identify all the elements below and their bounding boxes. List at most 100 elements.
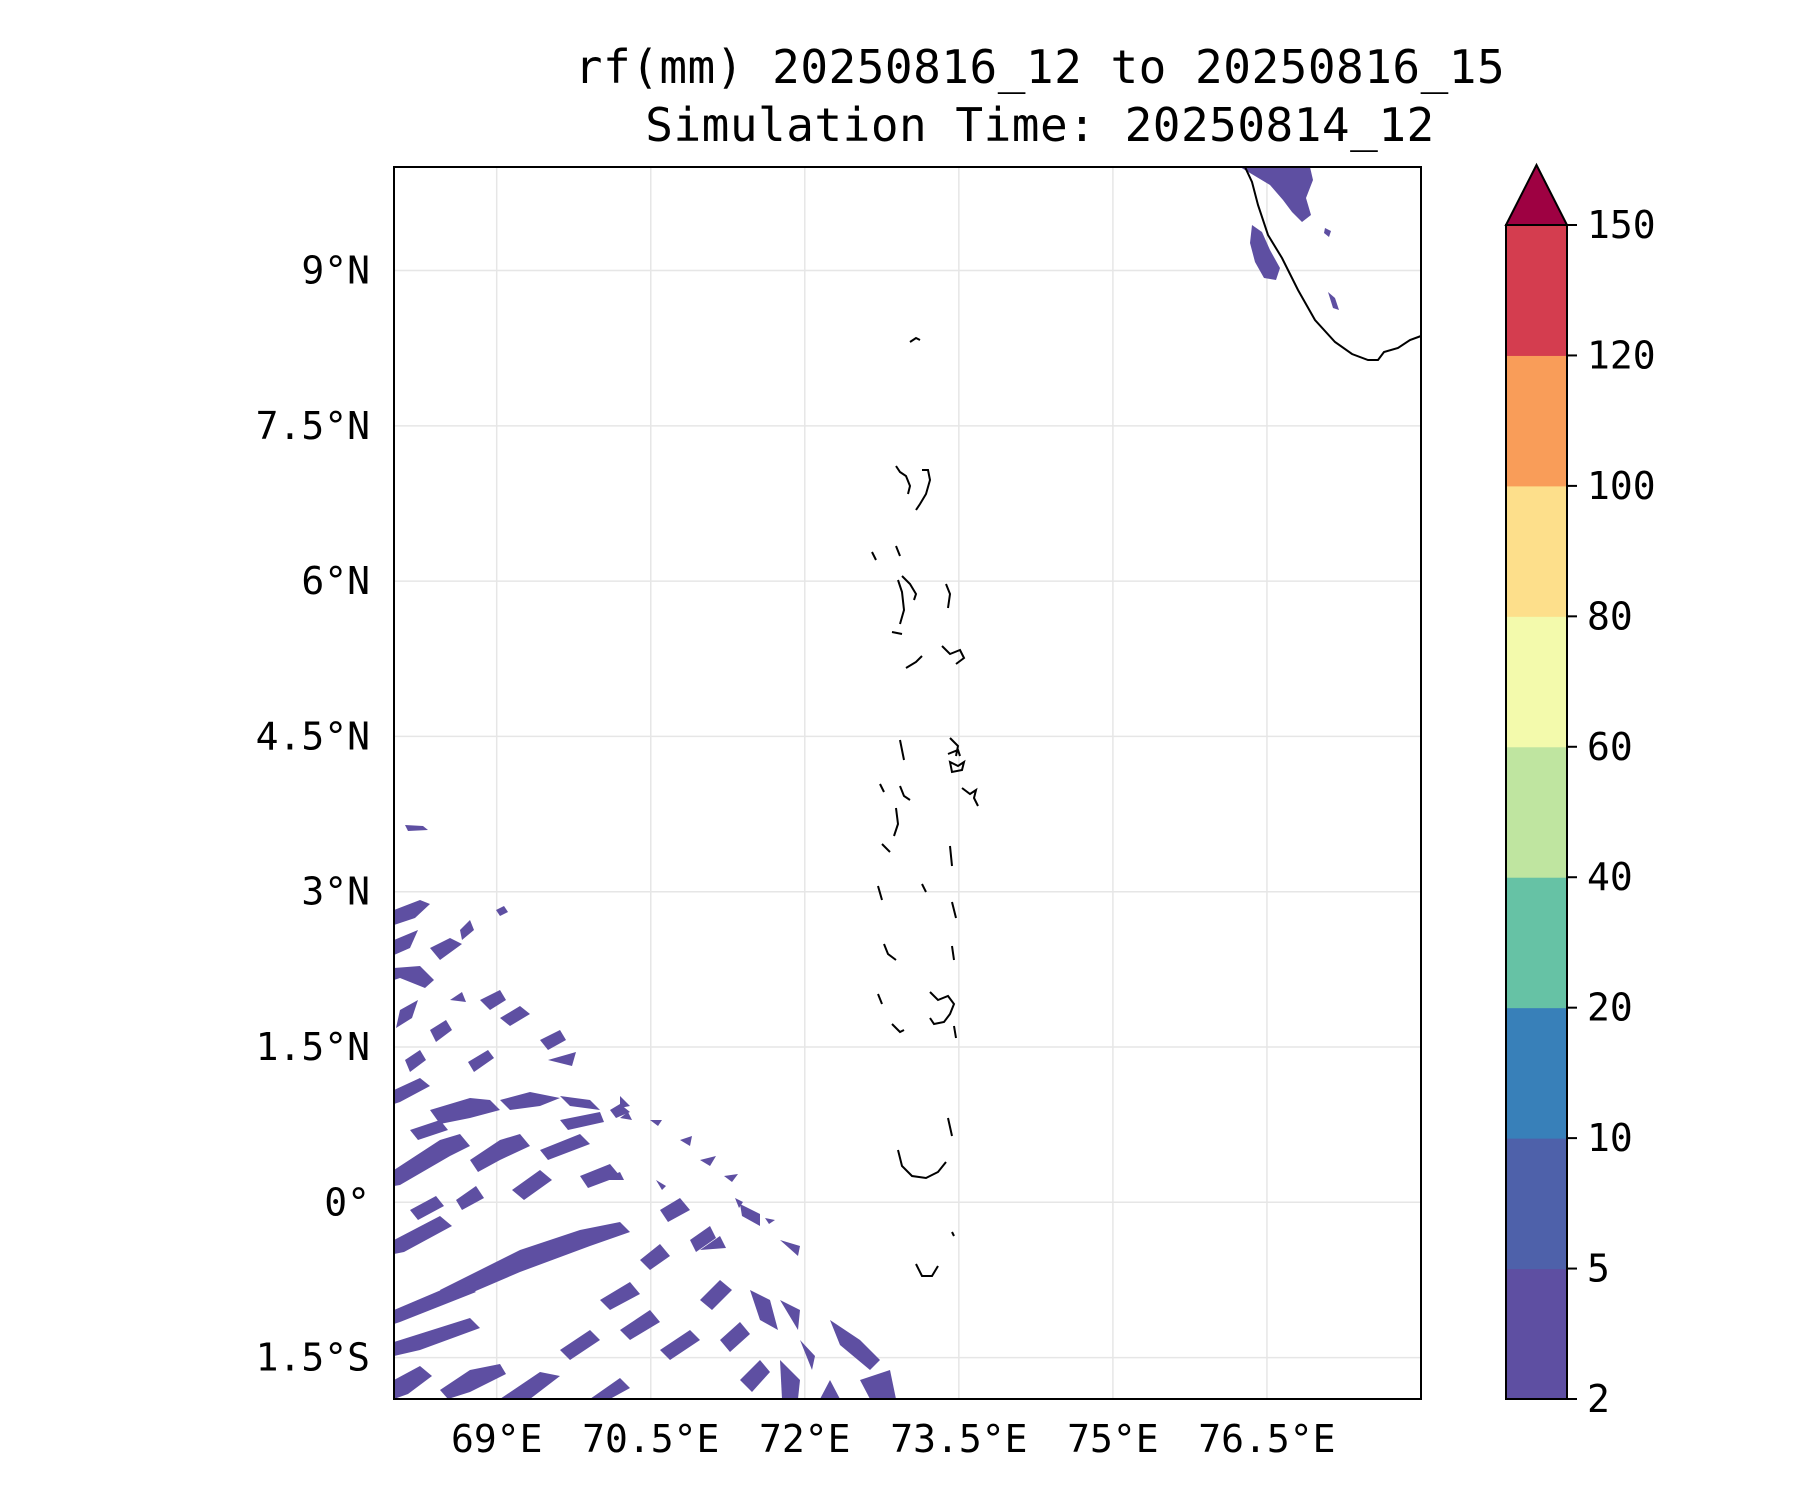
colorbar-tick-label: 40: [1587, 855, 1633, 899]
lat-tick-label: 3°N: [301, 870, 370, 914]
rain-patch: [470, 1134, 530, 1172]
rain-patch: [600, 1282, 640, 1310]
rain-patch: [394, 1366, 432, 1399]
rain-patch: [468, 1050, 494, 1072]
colorbar-tick-label: 5: [1587, 1247, 1610, 1291]
latitude-tick-labels: 9°N 7.5°N 6°N 4.5°N 3°N 1.5°N 0° 1.5°S: [256, 249, 370, 1380]
maldives-atoll-addu-north: [929, 991, 956, 1026]
maldives-atoll-north-central: [891, 579, 966, 669]
rain-patch: [512, 1170, 552, 1200]
map-area: [394, 167, 1421, 1399]
rain-patch: [500, 1372, 560, 1399]
rain-patch: [560, 1330, 600, 1360]
rain-patch: [724, 1174, 738, 1182]
rain-patch: [620, 1112, 632, 1120]
rain-patch: [660, 1198, 690, 1222]
rain-patch: [394, 1318, 480, 1356]
rain-patch: [396, 1000, 418, 1028]
rain-patch: [580, 1164, 620, 1188]
rain-patch: [430, 1020, 452, 1042]
lon-tick-label: 69°E: [451, 1417, 543, 1461]
colorbar-tick-label: 2: [1587, 1377, 1610, 1421]
lat-tick-label: 0°: [324, 1180, 370, 1224]
lat-tick-label: 4.5°N: [256, 714, 370, 758]
rain-patch: [700, 1236, 726, 1250]
rain-patch: [394, 1216, 452, 1254]
chart-title-line-1: rf(mm) 20250816_12 to 20250816_15: [574, 40, 1506, 94]
rain-patch: [440, 1364, 506, 1399]
rain-patch: [548, 1052, 576, 1066]
colorbar-tick-label: 10: [1587, 1116, 1633, 1160]
rain-patch: [610, 1104, 630, 1118]
rain-patch: [680, 1136, 692, 1146]
rain-patch: [456, 1186, 484, 1210]
rain-patch: [394, 930, 418, 955]
colorbar-segment: [1506, 746, 1567, 878]
coastline: [871, 167, 1421, 1277]
maldives-atoll-south-central: [877, 783, 957, 1039]
maldives-atoll-huvadhu: [897, 1117, 953, 1180]
lon-tick-label: 70.5°E: [582, 1417, 719, 1461]
rain-patch: [560, 1112, 604, 1130]
lakshadweep-island: [909, 336, 921, 343]
rain-patch: [560, 1096, 600, 1110]
rain-patch: [450, 992, 466, 1002]
rain-patch: [394, 966, 434, 988]
longitude-tick-labels: 69°E 70.5°E 72°E 73.5°E 75°E 76.5°E: [451, 1417, 1336, 1461]
rain-patch: [640, 1244, 670, 1270]
rain-patch: [1240, 167, 1313, 222]
rain-patch: [780, 1360, 800, 1399]
colorbar-segment: [1506, 225, 1567, 356]
maldives-atoll-male: [948, 759, 966, 774]
rain-patch: [656, 1180, 666, 1190]
rain-patch: [590, 1378, 630, 1399]
rain-patch: [740, 1204, 760, 1226]
rain-patch: [690, 1226, 716, 1252]
rain-patch: [600, 1172, 624, 1180]
rain-patch: [405, 825, 428, 831]
map-frame: [393, 166, 1422, 1400]
rain-patch: [700, 1280, 732, 1310]
colorbar-segment: [1506, 1138, 1567, 1270]
lat-tick-label: 6°N: [301, 559, 370, 603]
colorbar-outline: [1505, 224, 1568, 1400]
colorbar-segment: [1506, 1268, 1567, 1400]
rain-patch: [830, 1320, 880, 1370]
rain-patch: [820, 1380, 840, 1399]
colorbar-segment: [1506, 877, 1567, 1009]
colorbar-segment: [1506, 1007, 1567, 1139]
rain-patch: [780, 1300, 800, 1330]
rain-patch: [500, 1006, 530, 1026]
colorbar-tick-label: 100: [1587, 464, 1656, 508]
colorbar-extend-arrow: [1504, 162, 1569, 226]
maldives-atoll-fuvahmulah: [951, 1231, 955, 1237]
rain-patch: [650, 1120, 662, 1126]
lon-tick-label: 72°E: [759, 1417, 851, 1461]
maldives-atoll-north: [871, 465, 932, 601]
gridlines: [394, 167, 1421, 1399]
rain-patch: [700, 1156, 716, 1166]
lat-tick-label: 9°N: [301, 249, 370, 293]
rain-patch: [480, 990, 506, 1010]
lat-tick-label: 1.5°S: [256, 1336, 370, 1380]
rain-patch: [660, 1330, 700, 1360]
rain-patch: [394, 1282, 476, 1324]
rain-patch: [620, 1310, 660, 1340]
rain-patch: [860, 1370, 896, 1399]
rain-patch: [800, 1340, 815, 1370]
rain-patch: [750, 1290, 778, 1330]
rainfall-contours: [394, 167, 1339, 1399]
lat-tick-label: 1.5°N: [256, 1025, 370, 1069]
rain-patch: [410, 1196, 444, 1220]
rain-patch: [440, 1222, 630, 1302]
rain-patch: [735, 1198, 743, 1208]
colorbar-segment: [1506, 485, 1567, 617]
lon-tick-label: 73.5°E: [890, 1417, 1027, 1461]
maldives-atoll-central: [899, 737, 979, 807]
rain-patch: [430, 1098, 500, 1124]
rain-patch: [430, 938, 462, 960]
colorbar-segment: [1506, 616, 1567, 748]
india-coastline: [1244, 167, 1421, 361]
rain-patch: [410, 1120, 448, 1140]
